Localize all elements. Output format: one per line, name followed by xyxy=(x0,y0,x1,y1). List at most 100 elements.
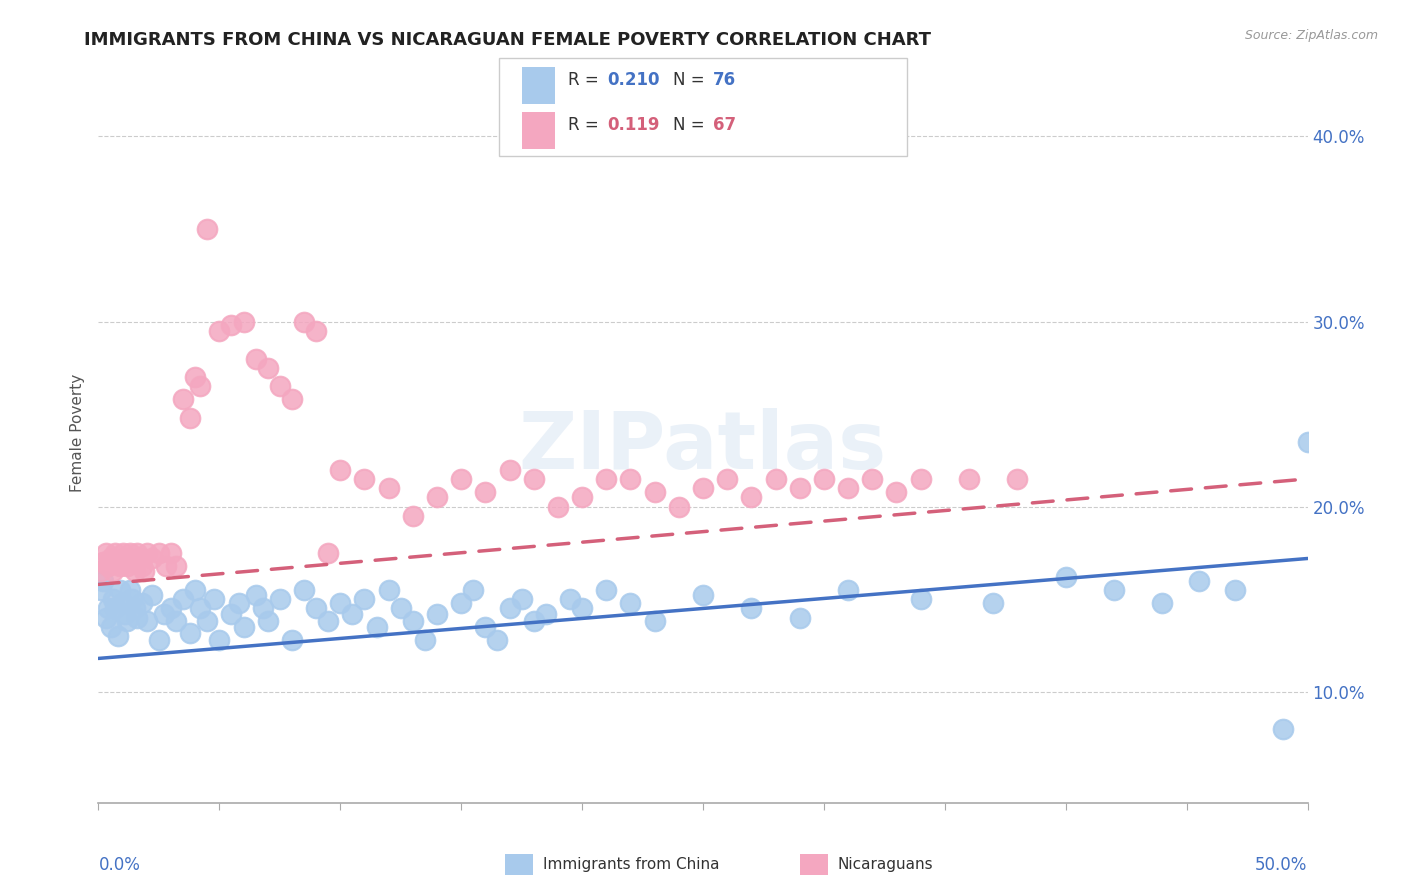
Point xyxy=(498,601,520,615)
Point xyxy=(910,472,932,486)
Point xyxy=(118,546,141,560)
Point xyxy=(118,582,141,597)
Point xyxy=(124,601,146,615)
Point xyxy=(232,620,254,634)
Point xyxy=(450,472,472,486)
Point xyxy=(426,607,449,621)
Point xyxy=(124,565,146,579)
Y-axis label: Female Poverty: Female Poverty xyxy=(69,374,84,491)
Point xyxy=(463,582,485,597)
Point xyxy=(837,481,859,495)
Point xyxy=(135,615,157,629)
Point xyxy=(252,601,274,615)
Point xyxy=(692,481,714,495)
Point xyxy=(668,500,690,514)
Point xyxy=(172,392,194,407)
Point xyxy=(90,582,112,597)
Point xyxy=(104,601,127,615)
Point xyxy=(94,546,117,560)
Point xyxy=(245,589,267,603)
Point xyxy=(644,484,666,499)
Text: 0.119: 0.119 xyxy=(607,116,659,134)
Point xyxy=(160,601,183,615)
Point xyxy=(165,558,187,573)
Point xyxy=(208,632,231,647)
Point xyxy=(148,632,170,647)
Point xyxy=(329,462,352,476)
Point xyxy=(141,589,163,603)
Point xyxy=(402,508,425,523)
Point xyxy=(100,620,122,634)
Point xyxy=(486,632,509,647)
Text: Nicaraguans: Nicaraguans xyxy=(838,857,934,871)
Point xyxy=(152,607,174,621)
Point xyxy=(188,601,211,615)
Point xyxy=(148,546,170,560)
Point xyxy=(1054,570,1077,584)
Point xyxy=(281,632,304,647)
Point xyxy=(91,574,114,588)
Point xyxy=(195,615,218,629)
Point xyxy=(131,558,153,573)
Text: R =: R = xyxy=(568,71,605,89)
Point xyxy=(121,592,143,607)
Point xyxy=(740,601,762,615)
Point xyxy=(426,491,449,505)
Point xyxy=(179,625,201,640)
Point xyxy=(101,565,124,579)
Point xyxy=(127,610,149,624)
Point xyxy=(131,596,153,610)
Point xyxy=(765,472,787,486)
Point xyxy=(184,370,207,384)
Point xyxy=(188,379,211,393)
Point xyxy=(121,555,143,569)
Point xyxy=(1102,582,1125,597)
Point xyxy=(292,314,315,328)
Point xyxy=(128,551,150,566)
Point xyxy=(389,601,412,615)
Point xyxy=(353,472,375,486)
Point xyxy=(165,615,187,629)
Point xyxy=(619,596,641,610)
Point xyxy=(450,596,472,610)
Point xyxy=(1007,472,1029,486)
Point xyxy=(127,546,149,560)
Text: Source: ZipAtlas.com: Source: ZipAtlas.com xyxy=(1244,29,1378,42)
Point xyxy=(595,472,617,486)
Point xyxy=(228,596,250,610)
Point xyxy=(1152,596,1174,610)
Point xyxy=(117,615,139,629)
Point xyxy=(117,558,139,573)
Point xyxy=(523,472,546,486)
Point xyxy=(208,324,231,338)
Point xyxy=(789,610,811,624)
Point xyxy=(155,558,177,573)
Point xyxy=(107,555,129,569)
Point xyxy=(107,629,129,643)
Text: 0.0%: 0.0% xyxy=(98,856,141,874)
Point xyxy=(474,620,496,634)
Point xyxy=(245,351,267,366)
Point xyxy=(269,592,291,607)
Point xyxy=(160,546,183,560)
Point xyxy=(97,601,120,615)
Point xyxy=(860,472,883,486)
Point xyxy=(305,601,328,615)
Point xyxy=(342,607,364,621)
Point xyxy=(94,610,117,624)
Point xyxy=(523,615,546,629)
Point xyxy=(179,410,201,425)
Point xyxy=(135,546,157,560)
Point xyxy=(957,472,980,486)
Point xyxy=(305,324,328,338)
Point xyxy=(1188,574,1211,588)
Point xyxy=(571,601,593,615)
Point xyxy=(184,582,207,597)
Point xyxy=(269,379,291,393)
Point xyxy=(571,491,593,505)
Point xyxy=(101,592,124,607)
Point xyxy=(221,607,243,621)
Point xyxy=(377,481,399,495)
Point xyxy=(547,500,569,514)
Point xyxy=(141,551,163,566)
